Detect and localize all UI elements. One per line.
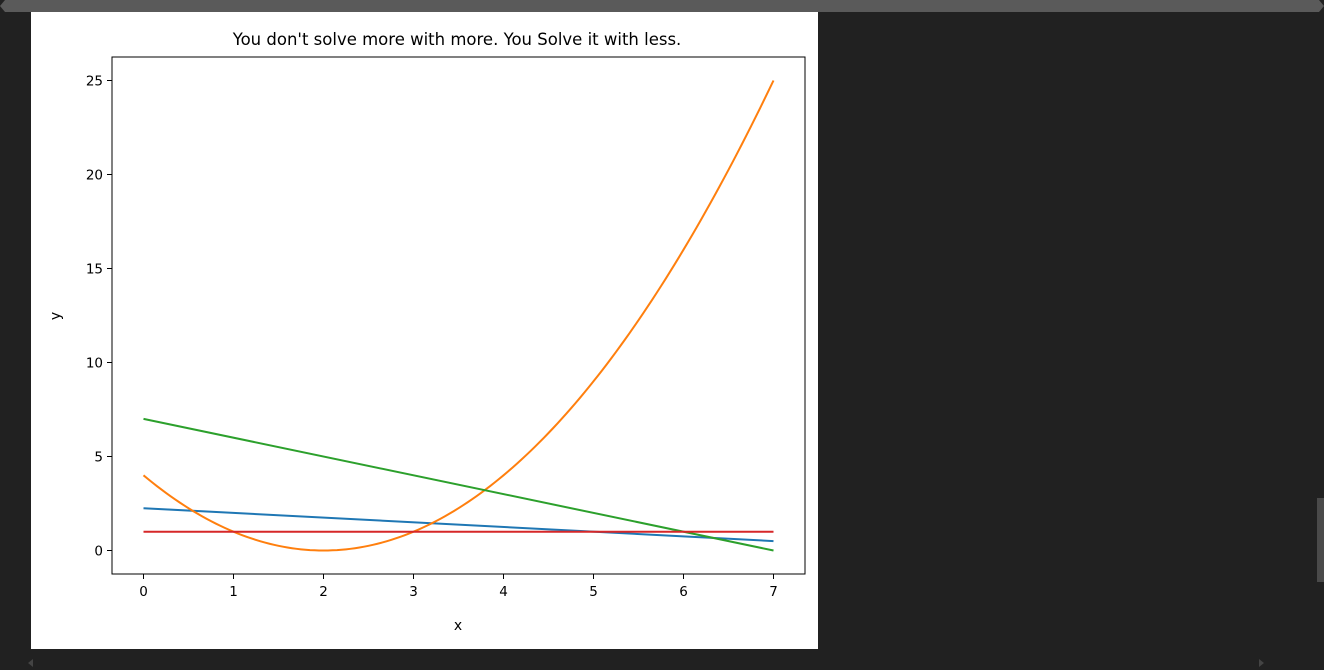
y-axis-label: y	[48, 312, 64, 320]
y-tick-label: 0	[94, 544, 103, 560]
scroll-left-arrow-icon[interactable]	[28, 659, 33, 667]
x-axis-ticks: 0 1 2 3 4 5 6 7	[139, 574, 778, 600]
scroll-down-arrow-icon[interactable]	[0, 6, 1324, 12]
vertical-scrollbar-thumb[interactable]	[1317, 498, 1324, 582]
x-tick-label: 2	[319, 584, 328, 600]
x-tick-label: 7	[769, 584, 778, 600]
line-chart: You don't solve more with more. You Solv…	[48, 30, 806, 634]
y-tick-label: 25	[86, 74, 103, 90]
series-layer	[142, 80, 775, 552]
y-tick-label: 5	[94, 450, 103, 466]
x-tick-label: 6	[679, 584, 688, 600]
y-tick-label: 20	[86, 168, 103, 184]
x-tick-label: 3	[409, 584, 418, 600]
x-axis-label: x	[454, 618, 462, 634]
series-line-2	[142, 80, 775, 552]
plot-frame	[111, 56, 806, 575]
y-tick-label: 15	[86, 262, 103, 278]
x-tick-label: 0	[139, 584, 148, 600]
scroll-right-arrow-icon[interactable]	[1259, 659, 1264, 667]
chart-figure: You don't solve more with more. You Solv…	[31, 12, 818, 649]
scroll-up-arrow-icon[interactable]	[0, 0, 1324, 6]
series-line-3	[143, 417, 774, 552]
x-tick-label: 5	[589, 584, 598, 600]
y-tick-label: 10	[86, 356, 103, 372]
series-line-1	[143, 507, 774, 543]
y-axis-ticks: 0 5 10 15 20 25	[86, 74, 112, 560]
x-tick-label: 4	[499, 584, 508, 600]
x-tick-label: 1	[229, 584, 238, 600]
chart-title: You don't solve more with more. You Solv…	[232, 30, 682, 49]
